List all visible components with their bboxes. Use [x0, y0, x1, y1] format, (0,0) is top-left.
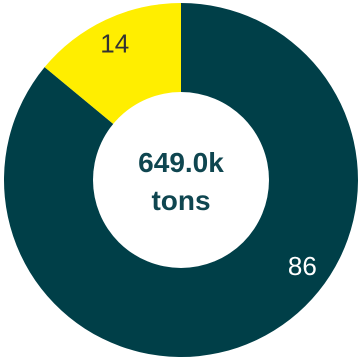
center-value: 649.0k: [138, 147, 224, 178]
center-unit: tons: [151, 185, 210, 216]
slice-label-14: 14: [100, 28, 129, 58]
slice-label-86: 86: [288, 251, 317, 281]
slice-labels: 86 14: [100, 28, 317, 281]
donut-hole: [93, 92, 269, 268]
